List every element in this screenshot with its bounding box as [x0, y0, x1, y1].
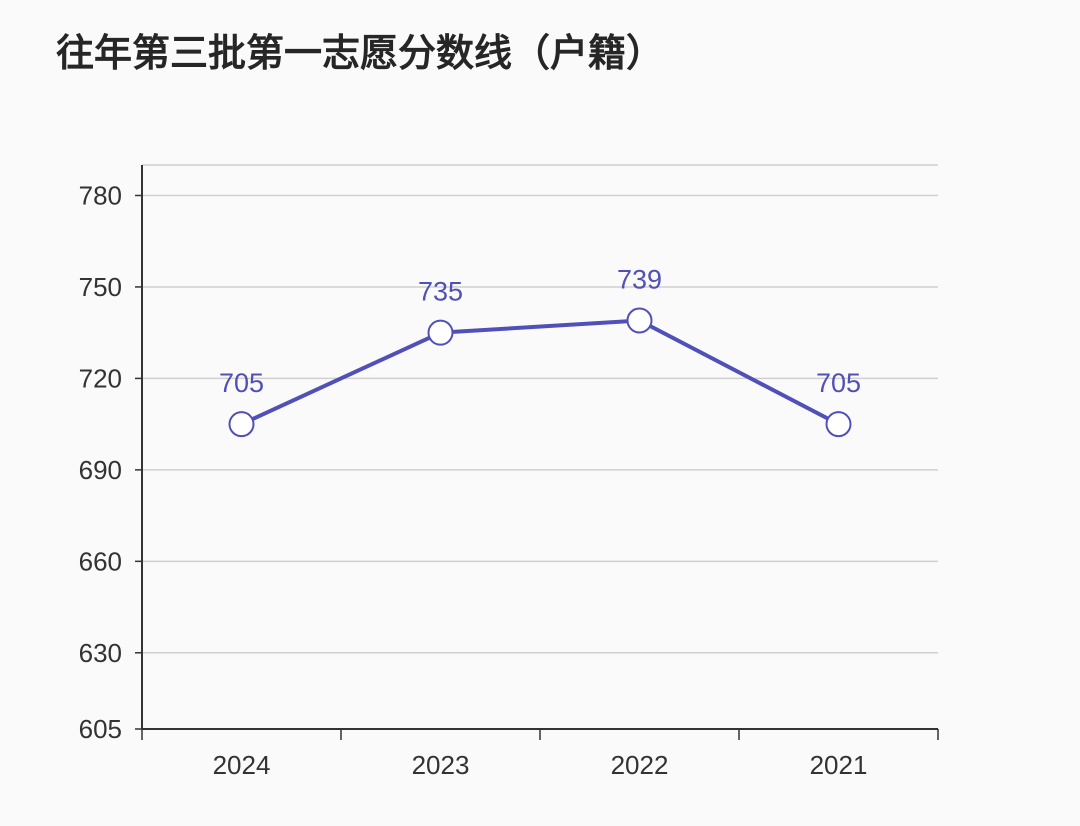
axes: [135, 165, 939, 740]
data-point[interactable]: [427, 319, 454, 346]
y-tick-label: 690: [79, 455, 122, 485]
y-tick-label: 750: [79, 272, 122, 302]
data-label: 735: [418, 277, 463, 307]
data-label: 739: [617, 264, 662, 294]
y-tick-labels: 605 630 660 690 720 750 780: [79, 180, 122, 744]
y-tick-label: 660: [79, 546, 122, 576]
y-tick-label: 780: [79, 180, 122, 210]
chart-title: 往年第三批第一志愿分数线（户籍）: [56, 31, 665, 75]
data-label: 705: [219, 368, 264, 398]
x-tick-label: 2021: [810, 750, 868, 780]
y-tick-label: 605: [79, 714, 122, 744]
x-tick-label: 2024: [213, 750, 271, 780]
series-line: [239, 318, 841, 427]
x-tick-label: 2023: [412, 750, 470, 780]
data-point[interactable]: [228, 411, 255, 438]
data-label: 705: [816, 368, 861, 398]
series-line-path: [239, 318, 841, 427]
x-tick-labels: 2024 2023 2022 2021: [213, 750, 868, 780]
data-point[interactable]: [626, 307, 653, 334]
x-tick-label: 2022: [611, 750, 669, 780]
data-point[interactable]: [825, 411, 852, 438]
data-labels: 705 735 739 705: [219, 264, 861, 398]
data-points: [228, 307, 852, 438]
y-tick-label: 630: [79, 638, 122, 668]
grid-lines: [142, 164, 938, 654]
y-tick-label: 720: [79, 363, 122, 393]
